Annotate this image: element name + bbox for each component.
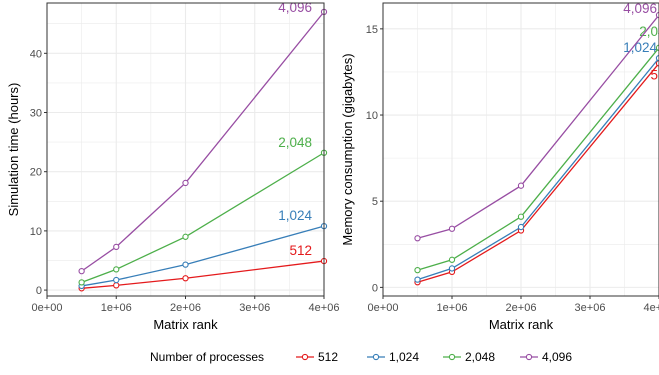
data-point bbox=[182, 179, 189, 187]
data-point bbox=[448, 265, 456, 272]
data-point bbox=[517, 213, 525, 220]
legend-key-point bbox=[525, 353, 533, 361]
panel-border bbox=[382, 2, 659, 297]
y-tick-label: 0 bbox=[36, 285, 42, 297]
data-point bbox=[113, 276, 120, 284]
data-point bbox=[78, 279, 85, 286]
x-tick-label: 0e+00 bbox=[32, 302, 63, 314]
y-tick-label: 20 bbox=[30, 167, 42, 179]
x-tick-label: 2e+06 bbox=[170, 302, 201, 314]
data-point bbox=[182, 261, 189, 268]
legend-key-point bbox=[448, 353, 456, 361]
data-point bbox=[414, 235, 421, 242]
chart-panel-1: 0e+00 1e+06 2e+06 3e+06 4e+06 0 10 20 30 40 512 1,0… bbox=[6, 0, 339, 332]
x-tick-label: 0e+00 bbox=[368, 302, 399, 314]
series-end-label: 4,096 bbox=[623, 1, 657, 16]
legend-entry-label: 2,048 bbox=[465, 350, 495, 364]
data-point bbox=[414, 276, 421, 283]
legend-entry-label: 4,096 bbox=[542, 350, 572, 364]
data-point bbox=[655, 11, 659, 19]
legend-key-point bbox=[372, 353, 380, 361]
data-point bbox=[113, 243, 120, 251]
data-point bbox=[448, 256, 456, 263]
legend: Number of processes 512 1,024 2,048 4,096 bbox=[150, 350, 572, 364]
data-point bbox=[78, 267, 85, 275]
legend-item-2048: 2,048 bbox=[443, 350, 495, 364]
x-axis-title: Matrix rank bbox=[489, 317, 554, 332]
x-tick-label: 1e+06 bbox=[101, 302, 132, 314]
x-tick-label: 3e+06 bbox=[239, 302, 270, 314]
series-line-512 bbox=[81, 260, 325, 289]
chart-panel-2: 0e+00 1e+06 2e+06 3e+06 4e+06 0 5 10 15 512 1,0242… bbox=[340, 1, 659, 332]
y-tick-label: 30 bbox=[30, 108, 42, 120]
legend-item-4096: 4,096 bbox=[520, 350, 572, 364]
legend-entry-label: 1,024 bbox=[389, 350, 419, 364]
y-tick-label: 15 bbox=[366, 24, 378, 36]
series-line-1024 bbox=[81, 225, 325, 287]
series-line-1024 bbox=[417, 57, 659, 281]
series-line-4096 bbox=[81, 11, 325, 272]
y-axis-title: Simulation time (hours) bbox=[6, 83, 21, 217]
data-point bbox=[517, 182, 525, 189]
x-tick-label: 3e+06 bbox=[575, 302, 606, 314]
x-axis-title: Matrix rank bbox=[153, 317, 218, 332]
y-tick-label: 10 bbox=[366, 110, 378, 122]
panel-border bbox=[46, 2, 325, 297]
y-tick-label: 0 bbox=[372, 282, 378, 294]
series-end-label: 4,096 bbox=[278, 0, 312, 15]
series-line-4096 bbox=[417, 14, 659, 239]
series-end-label: 2,048 bbox=[639, 24, 659, 39]
data-point bbox=[517, 223, 525, 231]
series-end-label: 1,024 bbox=[278, 208, 312, 223]
x-tick-label: 1e+06 bbox=[437, 302, 468, 314]
series-end-label: 512 bbox=[289, 243, 312, 258]
data-point bbox=[113, 266, 120, 273]
data-point bbox=[448, 225, 456, 232]
x-tick-label: 4e+06 bbox=[644, 302, 659, 314]
series-end-label: 512 bbox=[650, 67, 659, 82]
data-point bbox=[655, 55, 659, 62]
legend-item-512: 512 bbox=[296, 350, 338, 364]
series-line-2048 bbox=[81, 152, 325, 283]
data-point bbox=[113, 282, 120, 289]
legend-item-1024: 1,024 bbox=[367, 350, 419, 364]
series-line-2048 bbox=[417, 47, 659, 271]
data-point bbox=[414, 266, 421, 274]
y-tick-label: 5 bbox=[372, 196, 378, 208]
series-end-label: 2,048 bbox=[278, 135, 312, 150]
y-axis-title: Memory consumption (gigabytes) bbox=[340, 53, 355, 245]
series-line-512 bbox=[417, 62, 659, 283]
x-tick-label: 2e+06 bbox=[506, 302, 537, 314]
legend-key-point bbox=[301, 353, 309, 361]
legend-title: Number of processes bbox=[150, 350, 264, 364]
y-tick-label: 10 bbox=[30, 226, 42, 238]
legend-entry-label: 512 bbox=[318, 350, 338, 364]
data-point bbox=[182, 233, 189, 240]
data-point bbox=[655, 60, 659, 67]
series-end-label: 1,024 bbox=[623, 40, 657, 55]
x-tick-label: 4e+06 bbox=[309, 302, 340, 314]
data-point bbox=[655, 44, 659, 51]
data-point bbox=[182, 275, 189, 282]
y-tick-label: 40 bbox=[30, 48, 42, 60]
